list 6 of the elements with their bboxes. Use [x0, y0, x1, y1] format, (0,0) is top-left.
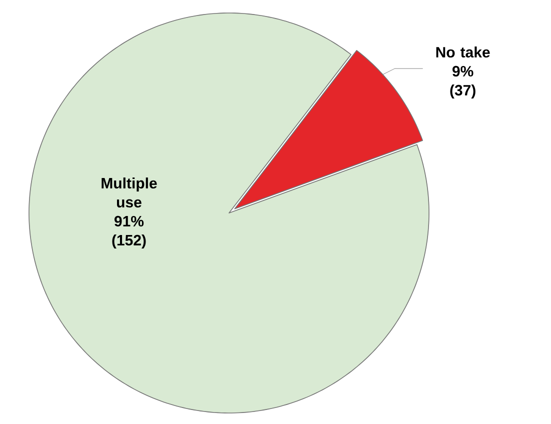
data-label: 9%	[452, 66, 474, 77]
text: (152)	[112, 234, 146, 248]
slice-label: Multiple use	[102, 178, 157, 208]
text: (37)	[450, 84, 476, 98]
slice-label: No take	[436, 46, 490, 58]
data-label: 91%	[114, 216, 144, 227]
